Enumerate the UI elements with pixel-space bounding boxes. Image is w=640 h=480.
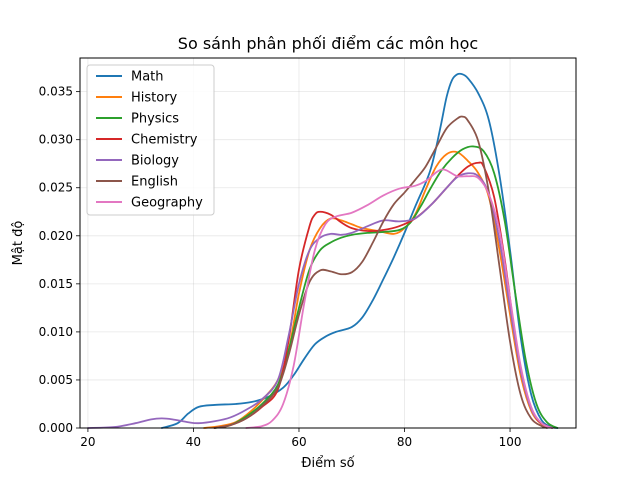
series-line-english (213, 115, 548, 429)
x-tick-label: 80 (397, 435, 412, 449)
series-line-math (160, 72, 559, 429)
grid-lines (80, 58, 576, 429)
x-tick-label: 60 (291, 435, 306, 449)
y-tick-label: 0.015 (39, 277, 73, 291)
legend-label-biology: Biology (131, 154, 179, 169)
series-line-physics (213, 145, 559, 429)
y-axis-label: Mật độ (11, 221, 26, 266)
legend-label-math: Math (131, 70, 164, 85)
legend-label-geography: Geography (131, 196, 203, 211)
x-tick-label: 100 (499, 435, 522, 449)
y-axis: 0.000 0.005 0.010 0.015 0.020 0.025 0.030 0.035 (39, 85, 80, 435)
y-tick-label: 0.005 (39, 373, 73, 387)
chart-title: So sánh phân phối điểm các môn học (178, 34, 478, 53)
legend-label-english: English (131, 175, 178, 190)
legend-label-physics: Physics (131, 112, 179, 127)
x-tick-label: 40 (186, 435, 201, 449)
y-tick-label: 0.035 (39, 85, 73, 99)
legend-box (86, 64, 215, 216)
series-line-geography (245, 168, 554, 429)
x-axis-label: Điểm số (301, 456, 354, 471)
x-tick-label: 20 (80, 435, 95, 449)
y-tick-label: 0.025 (39, 181, 73, 195)
x-axis: 20 40 60 80 100 (80, 428, 521, 449)
legend-label-chemistry: Chemistry (131, 133, 198, 148)
y-tick-label: 0.010 (39, 325, 73, 339)
y-tick-label: 0.000 (39, 421, 73, 435)
y-tick-label: 0.020 (39, 229, 73, 243)
plot-frame (79, 57, 577, 429)
series-layer (87, 72, 559, 429)
legend: Math History Physics Chemistry Biology Englis… (86, 64, 215, 216)
legend-label-history: History (131, 91, 178, 106)
y-tick-label: 0.030 (39, 133, 73, 147)
